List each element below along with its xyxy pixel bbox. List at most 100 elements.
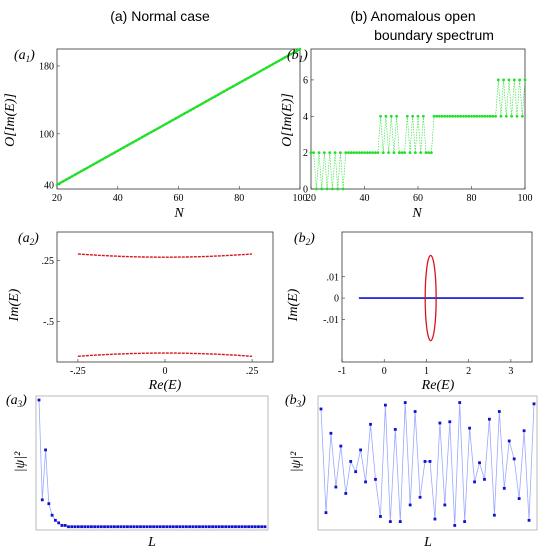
data-point: [515, 114, 519, 118]
data-point: [333, 151, 337, 155]
data-point: [274, 61, 278, 64]
data-point: [98, 159, 101, 163]
data-point: [224, 525, 228, 529]
data-point: [37, 398, 41, 402]
panel-label: (a1): [14, 48, 35, 64]
data-point: [360, 151, 364, 155]
data-point: [104, 156, 107, 159]
data-point: [502, 486, 506, 490]
y-axis-label: Im(E): [7, 288, 22, 322]
data-point: [80, 169, 83, 173]
plot-frame: [56, 231, 274, 363]
data-point: [162, 525, 165, 529]
panel-label: (a3): [6, 393, 27, 409]
data-point: [354, 470, 358, 474]
data-point: [369, 422, 372, 426]
series-line: [38, 399, 265, 528]
data-point: [139, 525, 142, 529]
data-point: [398, 520, 402, 523]
data-point: [53, 518, 57, 522]
data-point: [213, 95, 217, 98]
data-point: [137, 137, 141, 141]
data-point: [227, 525, 231, 529]
data-point: [320, 187, 324, 191]
data-point: [175, 525, 178, 529]
data-point: [168, 525, 172, 529]
data-point: [317, 151, 321, 155]
data-point: [392, 151, 396, 155]
data-point: [502, 78, 505, 82]
data-point: [429, 151, 433, 155]
data-point: [359, 448, 363, 452]
data-point: [177, 115, 180, 119]
data-point: [504, 114, 508, 118]
data-point: [277, 59, 281, 63]
data-point: [428, 460, 432, 463]
data-point: [483, 114, 487, 118]
data-point: [247, 525, 251, 529]
data-point: [180, 113, 183, 117]
data-point: [349, 460, 353, 463]
data-point: [125, 144, 129, 148]
data-point: [230, 525, 234, 529]
data-point: [76, 171, 80, 175]
x-tick-label: 40: [360, 193, 370, 204]
data-point: [61, 180, 65, 183]
x-axis-label: L: [423, 535, 432, 548]
data-point: [491, 114, 495, 118]
data-point: [92, 163, 95, 166]
y-axis-label: |ψ|²: [13, 451, 28, 472]
data-point: [228, 86, 232, 90]
data-point: [140, 135, 144, 139]
data-point: [116, 525, 120, 529]
data-point: [244, 78, 247, 81]
data-point: [403, 401, 407, 404]
data-point: [119, 147, 123, 151]
data-point: [58, 181, 62, 185]
data-point: [149, 130, 153, 134]
data-point: [376, 151, 380, 155]
data-point: [467, 114, 471, 118]
data-point: [522, 429, 526, 433]
data-point: [488, 114, 492, 118]
data-point: [408, 503, 412, 507]
y-axis-label: O[Im(E)]: [280, 93, 295, 147]
data-point: [99, 525, 103, 529]
data-point: [416, 114, 420, 118]
data-point: [454, 114, 457, 118]
y-tick-label: .01: [327, 272, 340, 283]
data-point: [225, 88, 229, 92]
data-point: [128, 142, 132, 146]
data-point: [424, 151, 428, 155]
y-tick-label: 4: [303, 112, 308, 123]
data-point: [312, 151, 316, 155]
data-point: [339, 444, 343, 448]
series-line: [320, 402, 535, 526]
panel-label: (b1): [287, 48, 308, 64]
data-point: [204, 525, 208, 529]
series: [309, 78, 527, 191]
data-point: [219, 91, 223, 95]
data-point: [289, 52, 293, 56]
data-point: [381, 151, 385, 155]
data-point: [178, 525, 182, 529]
data-point: [122, 146, 126, 149]
data-point: [86, 166, 89, 170]
data-point: [507, 439, 511, 443]
data-point: [165, 525, 169, 529]
data-point: [194, 525, 198, 529]
data-point: [256, 71, 259, 75]
panel-a3: (a3) L |ψ|²: [6, 393, 269, 548]
data-point: [70, 174, 74, 178]
data-point: [499, 114, 503, 118]
data-point: [451, 114, 455, 118]
data-point: [286, 54, 290, 58]
data-point: [443, 503, 447, 507]
x-tick-label: 3: [508, 366, 513, 377]
data-point: [265, 66, 268, 69]
y-tick-label: 6: [303, 75, 308, 86]
x-tick-label: 60: [174, 193, 184, 204]
data-point: [363, 151, 366, 155]
